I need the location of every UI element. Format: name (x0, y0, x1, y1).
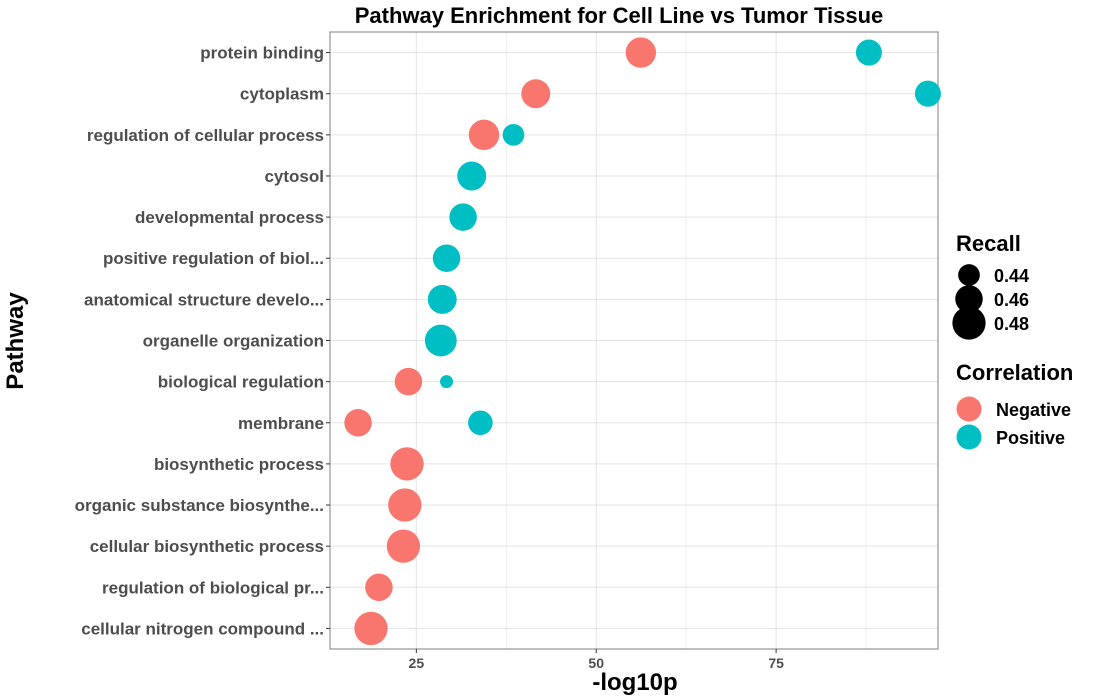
y-tick-label: cellular biosynthetic process (90, 537, 324, 556)
x-axis-tick-labels: 25 50 75 (409, 649, 784, 671)
legend: Recall 0.44 0.46 0.48 Correlation Negative… (952, 231, 1073, 450)
point-positive (449, 203, 477, 231)
y-tick-label: membrane (238, 414, 324, 433)
legend-color-key (956, 424, 982, 450)
point-negative (365, 573, 393, 602)
legend-size-title: Recall (956, 231, 1021, 256)
point-negative (394, 367, 423, 396)
legend-size-label: 0.46 (994, 290, 1029, 310)
legend-color-label: Positive (996, 428, 1065, 448)
point-positive (424, 324, 457, 357)
y-tick-label: cytoplasm (240, 85, 324, 104)
point-negative (468, 119, 500, 151)
point-negative (344, 409, 372, 437)
y-tick-label: biological regulation (158, 373, 324, 392)
x-tick-label: 25 (409, 655, 425, 671)
point-negative (386, 529, 421, 563)
y-axis-tick-labels: protein binding cytoplasm regulation of ce… (75, 44, 330, 638)
point-negative (521, 79, 551, 109)
y-tick-label: biosynthetic process (154, 455, 324, 474)
y-tick-label: regulation of biological pr... (102, 578, 324, 597)
chart-title: Pathway Enrichment for Cell Line vs Tumo… (355, 3, 884, 28)
point-positive (502, 123, 525, 146)
legend-color-label: Negative (996, 400, 1071, 420)
y-tick-label: positive regulation of biol... (103, 249, 324, 268)
y-tick-label: organelle organization (143, 332, 324, 351)
point-positive (440, 375, 454, 389)
point-positive (468, 410, 493, 436)
legend-size-entries: 0.44 0.46 0.48 (952, 264, 1029, 340)
point-positive (855, 39, 882, 66)
legend-color-entries: Negative Positive (956, 396, 1071, 450)
y-tick-label: cellular nitrogen compound ... (81, 619, 324, 638)
y-axis-label: Pathway (2, 292, 29, 390)
y-tick-label: developmental process (135, 208, 324, 227)
x-axis-label: -log10p (592, 669, 677, 696)
point-negative (625, 37, 657, 68)
legend-color-key (956, 396, 982, 422)
grid-lines (330, 32, 938, 649)
y-tick-label: cytosol (264, 167, 324, 186)
legend-size-key (958, 264, 980, 286)
y-tick-label: regulation of cellular process (87, 126, 324, 145)
y-tick-label: organic substance biosynthe... (75, 496, 324, 515)
y-tick-label: protein binding (200, 44, 324, 63)
point-negative (388, 488, 422, 522)
y-tick-label: anatomical structure develo... (84, 290, 324, 309)
data-points (344, 37, 941, 646)
point-negative (354, 611, 388, 646)
point-negative (390, 447, 424, 481)
legend-size-key (955, 285, 983, 313)
point-positive (427, 284, 457, 314)
point-positive (914, 80, 941, 107)
x-tick-label: 75 (768, 655, 784, 671)
x-tick-label: 50 (588, 655, 604, 671)
point-positive (432, 244, 461, 272)
legend-color-title: Correlation (956, 360, 1073, 385)
legend-size-label: 0.44 (994, 266, 1029, 286)
point-positive (457, 161, 487, 191)
legend-size-label: 0.48 (994, 314, 1029, 334)
legend-size-key (952, 306, 986, 340)
